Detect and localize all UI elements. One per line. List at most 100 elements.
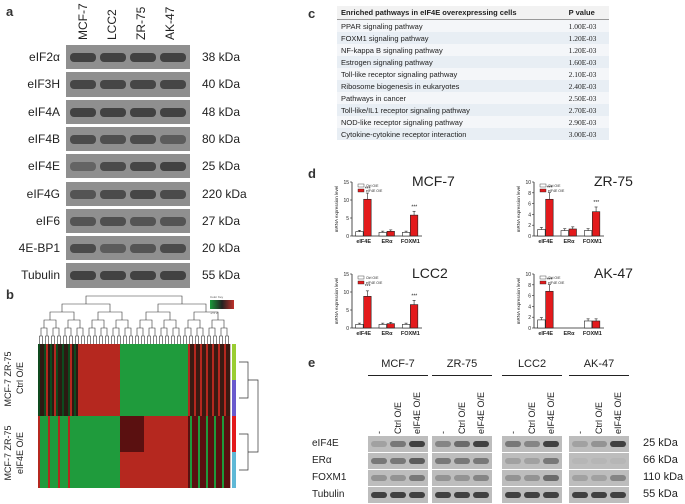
- lane-label: eIF4E O/E: [546, 391, 556, 434]
- heatmap-cell: [90, 452, 93, 488]
- heatmap-cell: [182, 416, 185, 452]
- heatmap-cell: [78, 344, 81, 380]
- blot-band: [130, 162, 156, 172]
- pathway-name: Toll-like/IL1 receptor signaling pathway: [337, 104, 565, 116]
- heatmap-cell: [66, 380, 69, 416]
- heatmap-cell: [168, 344, 171, 380]
- heatmap-cell: [158, 344, 161, 380]
- blot-band: [160, 271, 186, 281]
- heatmap-cell: [122, 416, 125, 452]
- color-key-title: Color Key: [210, 295, 224, 299]
- heatmap-cell: [210, 452, 213, 488]
- y-tick-label: 8: [528, 283, 531, 289]
- heatmap-cell: [70, 452, 73, 488]
- heatmap-cell: [136, 344, 139, 380]
- heatmap-cell: [100, 416, 103, 452]
- blot-band: [505, 492, 521, 498]
- blot-band: [572, 492, 588, 498]
- blot-row-label: 4E-BP1: [18, 241, 60, 256]
- table-row: Toll-like receptor signaling pathway 2.10…: [337, 68, 609, 80]
- heatmap-cell: [44, 452, 47, 488]
- blot-band: [572, 458, 588, 464]
- heatmap-cell: [88, 380, 91, 416]
- heatmap-cell: [214, 416, 217, 452]
- heatmap-cell: [110, 344, 113, 380]
- heatmap-cell: [198, 380, 201, 416]
- y-tick-label: 0: [528, 326, 531, 332]
- heatmap-cell: [106, 416, 109, 452]
- legend-swatch: [357, 280, 365, 285]
- heatmap-cell: [58, 380, 61, 416]
- heatmap-cell: [212, 452, 215, 488]
- bar-eif4e-oe: [386, 323, 395, 329]
- heatmap-cell: [120, 380, 123, 416]
- heatmap-cell: [216, 416, 219, 452]
- heatmap-cell: [54, 380, 57, 416]
- heatmap-cell: [72, 452, 75, 488]
- heatmap-cell: [150, 416, 153, 452]
- heatmap-cell: [88, 416, 91, 452]
- heatmap-cell: [86, 380, 89, 416]
- legend-label: Ctrl O/E: [548, 276, 561, 280]
- heatmap-cell: [196, 380, 199, 416]
- heatmap-cell: [50, 344, 53, 380]
- heatmap-cell: [218, 344, 221, 380]
- heatmap-cells: [38, 344, 231, 488]
- heatmap-cell: [54, 416, 57, 452]
- blot-band: [160, 244, 186, 254]
- blot-strip: [66, 126, 190, 152]
- heatmap-cell: [134, 416, 137, 452]
- heatmap-cell: [98, 380, 101, 416]
- blot-band: [473, 441, 489, 447]
- blot-strip: [569, 470, 629, 486]
- bar-ctrl: [378, 324, 387, 329]
- category-label: ERα: [381, 331, 393, 337]
- bar-ctrl: [537, 319, 546, 329]
- heatmap-cell: [40, 416, 43, 452]
- bar-chart-2: 0 5 10 15 mRNA expression level *** eIF4E ERα **…: [334, 265, 448, 337]
- heatmap-cell: [52, 416, 55, 452]
- significance-label: ***: [411, 205, 417, 211]
- heatmap-cell: [94, 452, 97, 488]
- legend-swatch: [539, 183, 547, 188]
- lane-label: Ctrl O/E: [393, 401, 403, 434]
- blot-size-label: 40 kDa: [202, 77, 241, 92]
- blot-band: [130, 107, 156, 117]
- heatmap-cell: [48, 380, 51, 416]
- heatmap-cell: [196, 452, 199, 488]
- heatmap-cell: [150, 344, 153, 380]
- heatmap-cell: [136, 416, 139, 452]
- blot-row-label: Tubulin: [21, 268, 60, 283]
- heatmap-cell: [92, 380, 95, 416]
- bar-eif4e-oe: [592, 320, 601, 329]
- heatmap-cell: [186, 416, 189, 452]
- heatmap-cell: [118, 452, 121, 488]
- heatmap-cell: [176, 344, 179, 380]
- heatmap-cell: [160, 416, 163, 452]
- heatmap-cell: [102, 416, 105, 452]
- blot-band: [591, 441, 607, 447]
- blot-band: [100, 162, 126, 172]
- group-underline: [569, 375, 629, 376]
- blot-band: [130, 80, 156, 90]
- blot-band: [100, 271, 126, 281]
- heatmap-cell: [164, 380, 167, 416]
- heatmap-cell: [56, 416, 59, 452]
- heatmap-cell: [188, 452, 191, 488]
- blot-band: [572, 441, 588, 447]
- heatmap-cell: [184, 416, 187, 452]
- heatmap-cell: [112, 452, 115, 488]
- blot-strip: [569, 436, 629, 452]
- legend-swatch: [357, 188, 365, 193]
- panel-d-letter: d: [308, 166, 316, 181]
- category-label: eIF4E: [356, 331, 371, 337]
- pathway-name: NOD-like receptor signaling pathway: [337, 116, 565, 128]
- heatmap-cell: [118, 416, 121, 452]
- bar-ctrl: [355, 324, 364, 329]
- heatmap-cell: [56, 452, 59, 488]
- heatmap-cell: [94, 344, 97, 380]
- heatmap-cell: [178, 380, 181, 416]
- heatmap-cell: [186, 380, 189, 416]
- blot-row-label: eIF3H: [27, 77, 60, 92]
- heatmap-cell: [172, 380, 175, 416]
